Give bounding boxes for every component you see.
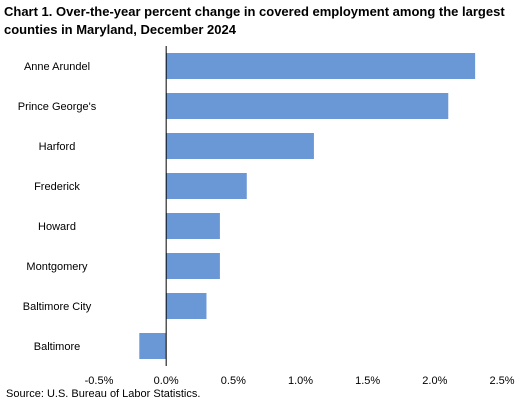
x-tick-label: 0.0% [154, 375, 179, 387]
x-tick-label: 1.0% [288, 375, 313, 387]
bar-baltimore [139, 333, 167, 359]
bar-baltimore-city [166, 293, 207, 319]
category-label-howard: Howard [38, 221, 76, 233]
category-label-baltimore-city: Baltimore City [23, 301, 92, 313]
bar-frederick [166, 173, 247, 199]
bar-howard [166, 213, 220, 239]
bar-prince-george-s [166, 93, 449, 119]
bar-harford [166, 133, 314, 159]
category-label-prince-george-s: Prince George's [18, 101, 97, 113]
x-tick-label: 1.5% [355, 375, 380, 387]
category-label-frederick: Frederick [34, 181, 80, 193]
category-labels-layer: Anne Arundel Prince George's Harford Freder… [18, 61, 97, 353]
x-tick-label: 0.5% [221, 375, 246, 387]
x-tick-labels-layer: -0.5% 0.0% 0.5% 1.0% 1.5% 2.0% 2.5% [85, 375, 515, 387]
chart-source: Source: U.S. Bureau of Labor Statistics. [6, 388, 201, 400]
x-tick-label: 2.5% [489, 375, 514, 387]
category-label-montgomery: Montgomery [26, 261, 88, 273]
x-tick-label: -0.5% [85, 375, 114, 387]
x-tick-label: 2.0% [422, 375, 447, 387]
category-label-baltimore: Baltimore [34, 341, 80, 353]
bar-anne-arundel [166, 53, 476, 79]
chart-title: Chart 1. Over-the-year percent change in… [4, 4, 505, 37]
category-label-harford: Harford [39, 141, 76, 153]
bars-layer [139, 53, 476, 359]
bar-montgomery [166, 253, 220, 279]
category-label-anne-arundel: Anne Arundel [24, 61, 90, 73]
